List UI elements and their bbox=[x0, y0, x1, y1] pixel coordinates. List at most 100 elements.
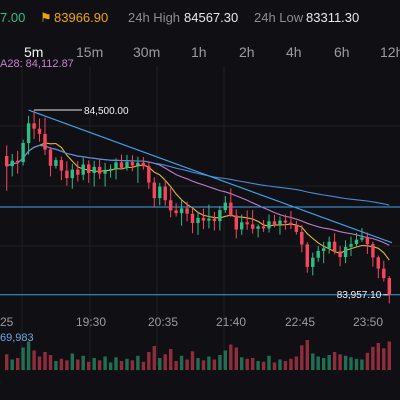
candle-body bbox=[54, 160, 58, 166]
volume-bar bbox=[322, 358, 326, 370]
volume-bar bbox=[70, 353, 74, 370]
tab-15m[interactable]: 15m bbox=[76, 44, 104, 60]
candle bbox=[289, 211, 293, 230]
candle bbox=[130, 155, 135, 172]
candle-body bbox=[130, 162, 135, 166]
candle-body bbox=[163, 186, 167, 201]
volume-bar bbox=[32, 350, 36, 370]
candle bbox=[382, 260, 386, 282]
volume-bar bbox=[300, 345, 304, 371]
tab-6h[interactable]: 6h bbox=[334, 44, 350, 60]
candle bbox=[360, 228, 364, 242]
candle-body bbox=[147, 166, 151, 183]
candle-body bbox=[21, 143, 25, 163]
candle-body bbox=[16, 160, 20, 163]
timeframe-tabs: 5m 15m 30m 1h 2h 4h 6h 12h bbox=[0, 36, 400, 66]
candle-body bbox=[97, 166, 102, 174]
candle-body bbox=[32, 123, 36, 129]
last-price: 7.00 bbox=[0, 10, 26, 25]
volume-bar bbox=[114, 357, 118, 371]
volume-bar bbox=[81, 355, 85, 371]
time-label: 20:35 bbox=[148, 315, 178, 329]
tab-12h[interactable]: 12h bbox=[380, 44, 400, 60]
time-label: 21:40 bbox=[216, 315, 246, 329]
tab-5m[interactable]: 5m bbox=[24, 44, 44, 60]
candle-body bbox=[70, 169, 74, 179]
candle-body bbox=[294, 225, 299, 232]
mark-price: 83966.90 bbox=[54, 10, 109, 25]
volume-bar bbox=[272, 362, 277, 370]
time-label: 22:45 bbox=[285, 315, 315, 329]
candle bbox=[103, 162, 107, 187]
candle-body bbox=[360, 237, 364, 240]
candle bbox=[251, 210, 255, 234]
candle bbox=[338, 245, 342, 267]
candle-body bbox=[332, 241, 337, 252]
volume-bar bbox=[97, 360, 102, 371]
volume-bar bbox=[152, 346, 156, 370]
candle-body bbox=[223, 202, 227, 211]
candle bbox=[207, 204, 211, 229]
candle bbox=[376, 255, 380, 279]
candle-body bbox=[240, 222, 244, 230]
candle-body bbox=[349, 244, 353, 247]
volume-bar bbox=[327, 355, 331, 370]
candle-body bbox=[322, 248, 326, 251]
volume-bar bbox=[332, 352, 337, 370]
volume-bar bbox=[37, 356, 42, 370]
volume-bar bbox=[174, 361, 178, 370]
candle-body bbox=[119, 162, 124, 168]
time-label: 25 bbox=[0, 315, 14, 329]
tab-4h[interactable]: 4h bbox=[286, 44, 302, 60]
volume-bar bbox=[376, 343, 380, 370]
tab-1h[interactable]: 1h bbox=[191, 44, 207, 60]
candle bbox=[136, 156, 140, 183]
candle-body bbox=[174, 210, 178, 214]
candle-body bbox=[59, 160, 64, 171]
price-chart[interactable]: 84,500.00 83,957.10 25 19:30 20:35 21:40… bbox=[0, 66, 400, 400]
volume-bar bbox=[103, 356, 107, 370]
candle-body bbox=[179, 208, 184, 214]
candle bbox=[152, 177, 156, 208]
candle bbox=[343, 240, 348, 264]
candle-body bbox=[92, 166, 96, 173]
volume-bar bbox=[338, 354, 342, 371]
candle-body bbox=[278, 220, 282, 225]
candles bbox=[5, 110, 391, 304]
volume-bar bbox=[261, 361, 266, 371]
candle bbox=[97, 159, 102, 180]
volume-bar bbox=[125, 358, 129, 371]
candle bbox=[21, 139, 25, 166]
volume-bar bbox=[185, 359, 189, 370]
candle bbox=[48, 147, 53, 177]
ma-line bbox=[6, 144, 390, 206]
candle-body bbox=[81, 164, 85, 175]
tab-30m[interactable]: 30m bbox=[133, 44, 161, 60]
candle-body bbox=[300, 231, 304, 245]
candle-body bbox=[327, 241, 331, 249]
candle-body bbox=[218, 210, 222, 221]
volume-bar bbox=[267, 355, 271, 371]
candle bbox=[256, 224, 260, 238]
candle bbox=[141, 156, 146, 170]
candle bbox=[81, 157, 85, 181]
volume-bar bbox=[212, 359, 217, 370]
candle bbox=[332, 233, 337, 255]
candle-body bbox=[207, 218, 211, 221]
candle bbox=[87, 160, 91, 183]
candle bbox=[245, 210, 249, 230]
high-value: 84567.30 bbox=[184, 10, 239, 25]
candle bbox=[169, 187, 173, 218]
tab-2h[interactable]: 2h bbox=[239, 44, 255, 60]
candle-body bbox=[338, 251, 342, 258]
high-price-label: 84,500.00 bbox=[84, 106, 129, 117]
volume-bar bbox=[87, 361, 91, 371]
volume-bar bbox=[59, 358, 64, 371]
candle-body bbox=[212, 218, 217, 221]
candle bbox=[70, 163, 74, 189]
candle-body bbox=[76, 169, 80, 175]
candle bbox=[316, 245, 320, 262]
time-axis: 25 19:30 20:35 21:40 22:45 23:50 bbox=[0, 315, 383, 329]
volume-bar bbox=[5, 354, 9, 371]
candle-body bbox=[251, 224, 255, 229]
